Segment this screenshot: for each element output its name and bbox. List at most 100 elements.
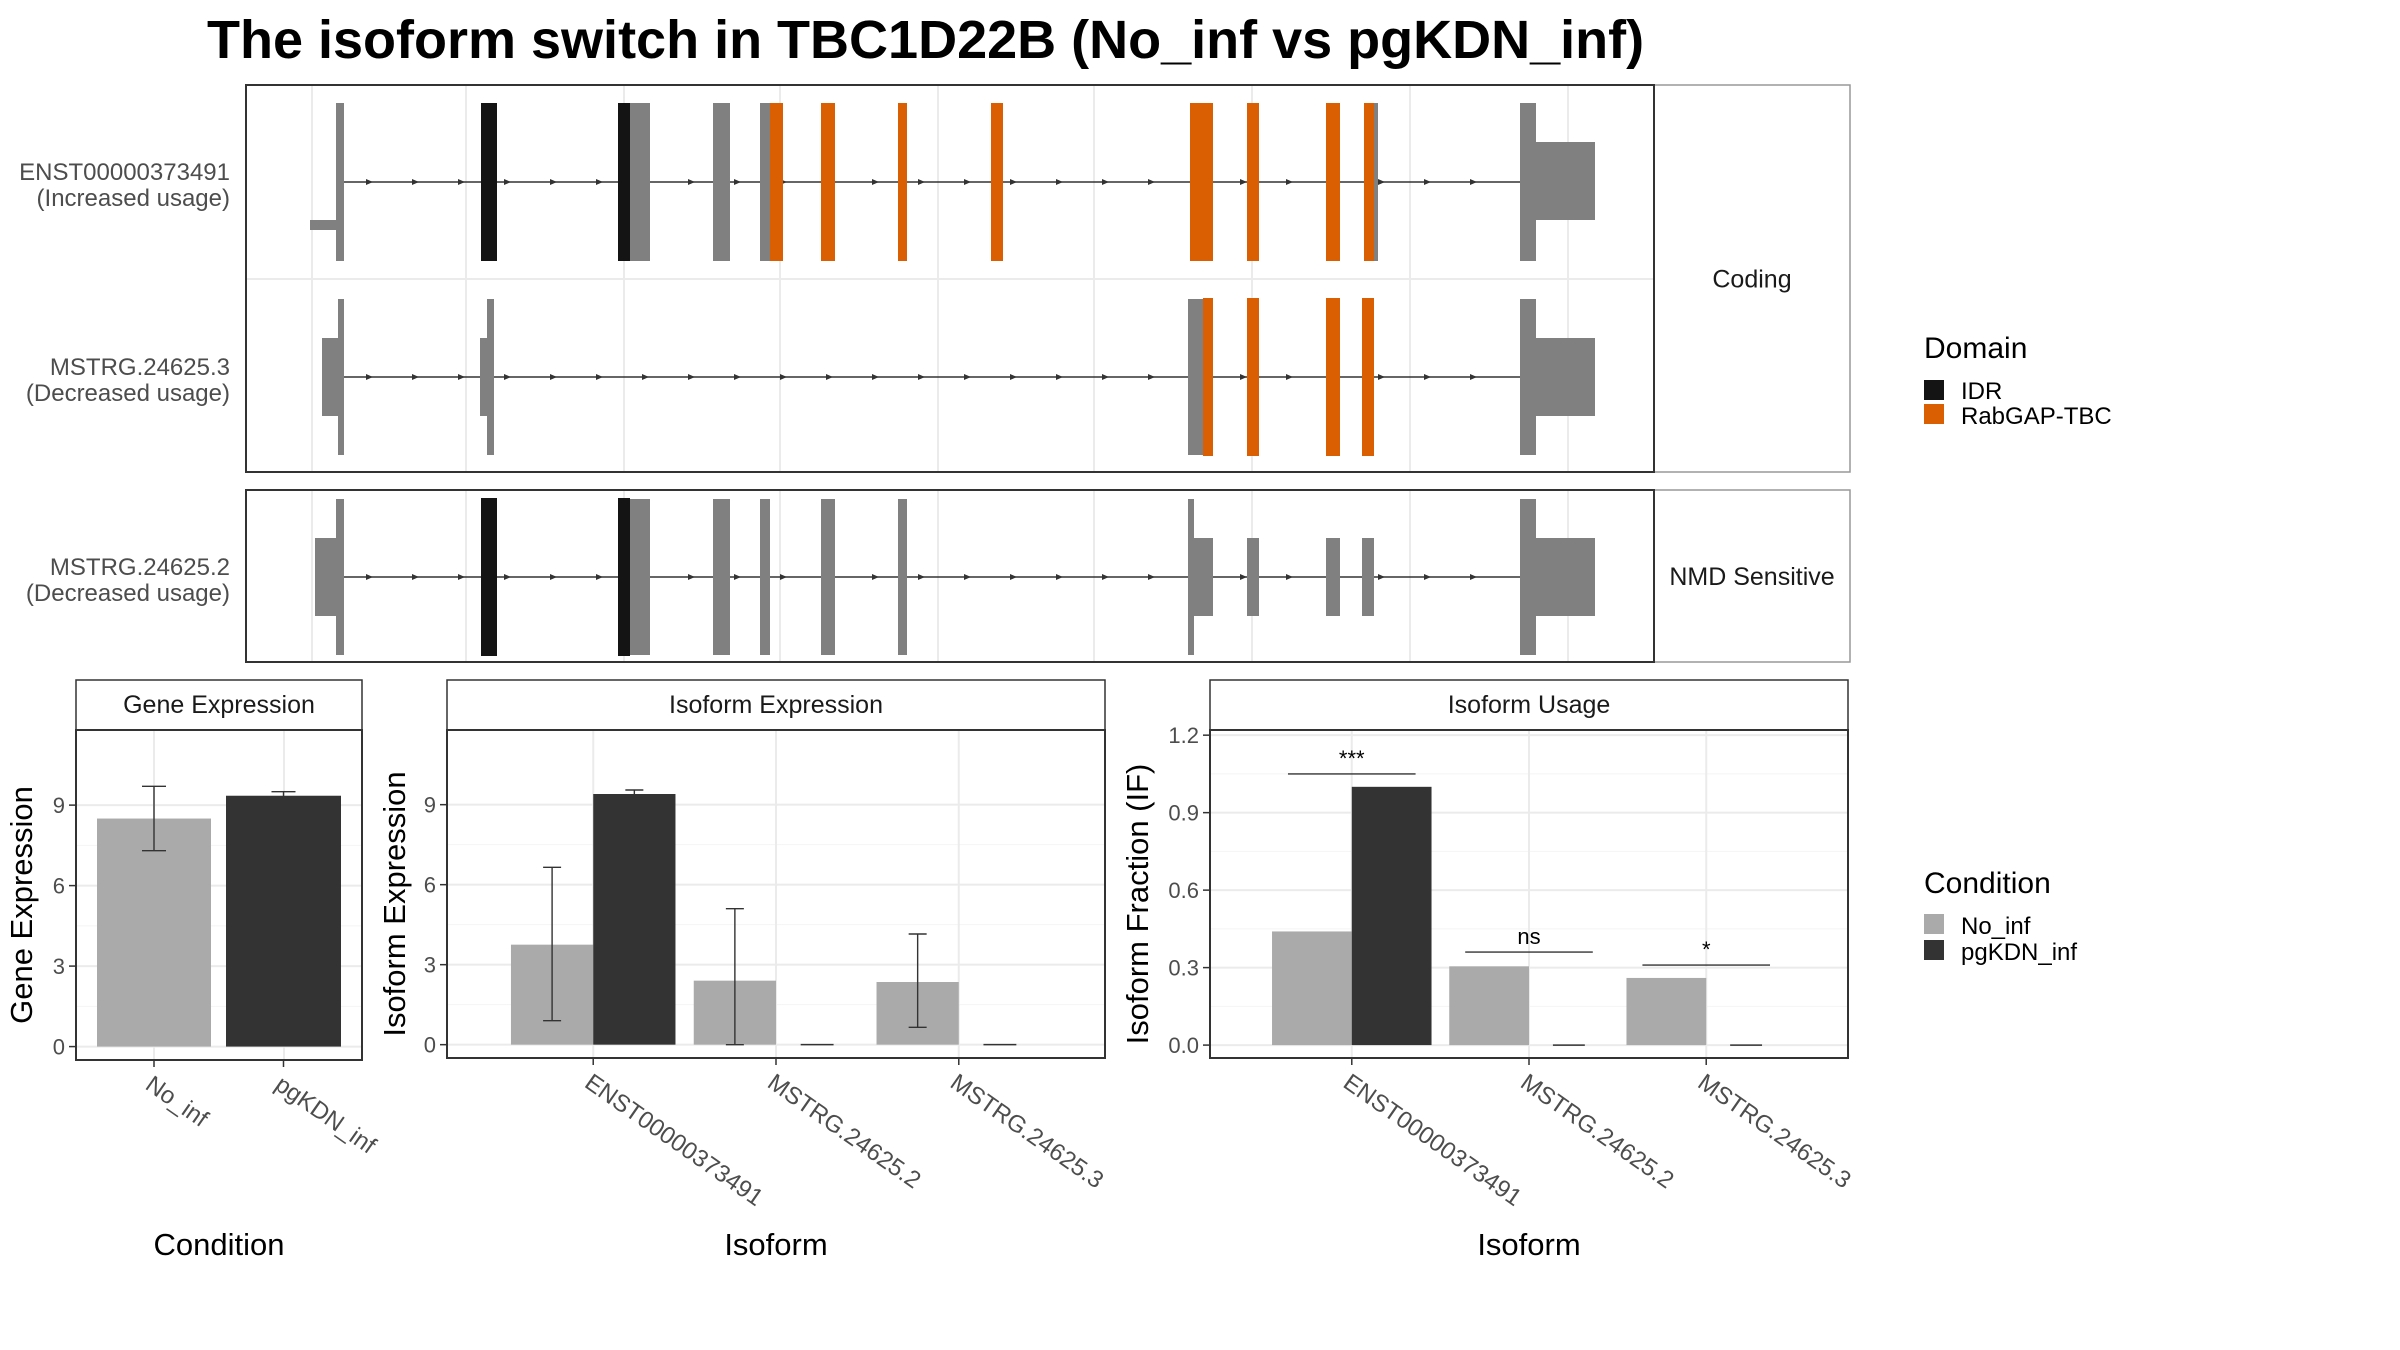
legend-key-no-inf xyxy=(1924,914,1944,934)
structure-facet: NMD Sensitive MSTRG.24625.2(Decreased usa… xyxy=(26,489,1851,663)
exon xyxy=(898,499,907,655)
intron-arrow xyxy=(734,574,741,580)
chart-title: Isoform Expression xyxy=(669,691,883,719)
intron-arrow xyxy=(872,179,879,185)
intron-arrow xyxy=(550,374,557,380)
rabgap-tbc-domain xyxy=(1203,298,1213,456)
bar xyxy=(97,818,211,1047)
x-tick-label: MSTRG.24625.3 xyxy=(1693,1069,1856,1194)
intron-arrow xyxy=(1424,574,1431,580)
intron-arrow xyxy=(1148,574,1155,580)
chart-title: Gene Expression xyxy=(123,691,315,719)
intron-arrow xyxy=(688,574,695,580)
y-tick-label: 0.3 xyxy=(1168,956,1199,981)
x-tick-label: MSTRG.24625.2 xyxy=(763,1069,926,1194)
intron-arrow xyxy=(504,179,511,185)
intron-arrow xyxy=(964,374,971,380)
exon xyxy=(1326,538,1340,616)
chart-panel: Isoform Expression0369ENST00000373491MST… xyxy=(377,679,1108,1262)
intron-arrow xyxy=(412,374,419,380)
intron-arrow xyxy=(458,374,465,380)
exon xyxy=(1362,538,1374,616)
rabgap-tbc-domain xyxy=(1362,298,1374,456)
intron-arrow xyxy=(550,574,557,580)
intron-arrow xyxy=(1470,374,1477,380)
intron-arrow xyxy=(1010,179,1017,185)
intron-arrow xyxy=(504,574,511,580)
intron-arrow xyxy=(734,179,741,185)
intron-arrow xyxy=(780,374,787,380)
x-axis-label: Condition xyxy=(154,1227,285,1262)
facet-strip-label: Coding xyxy=(1712,266,1791,294)
rabgap-tbc-domain xyxy=(1247,298,1259,456)
x-axis-label: Isoform xyxy=(724,1227,827,1262)
y-tick-label: 1.2 xyxy=(1168,723,1199,748)
y-tick-label: 0 xyxy=(53,1035,65,1060)
legend-key-idr xyxy=(1924,380,1944,400)
intron-arrow xyxy=(826,374,833,380)
intron-arrow xyxy=(596,374,603,380)
rabgap-tbc-domain xyxy=(991,103,1003,261)
exon xyxy=(315,538,340,616)
isoform-label: MSTRG.24625.3 xyxy=(50,354,230,381)
significance-label: *** xyxy=(1339,746,1365,771)
intron-arrow xyxy=(1378,179,1385,185)
intron-arrow xyxy=(1470,179,1477,185)
y-tick-label: 0.9 xyxy=(1168,801,1199,826)
intron-arrow xyxy=(1240,574,1247,580)
exon xyxy=(713,103,730,261)
exon xyxy=(1520,299,1536,455)
intron-arrow xyxy=(1056,574,1063,580)
intron-arrow xyxy=(964,574,971,580)
x-tick-label: pgKDN_inf xyxy=(270,1071,381,1160)
rabgap-tbc-domain xyxy=(898,103,907,261)
intron-arrow xyxy=(412,574,419,580)
isoform-label: ENST00000373491 xyxy=(19,159,230,186)
exon xyxy=(760,499,770,655)
y-tick-label: 6 xyxy=(53,874,65,899)
rabgap-tbc-domain xyxy=(770,103,783,261)
intron-arrow xyxy=(458,574,465,580)
intron-arrow xyxy=(918,574,925,580)
chart-panel: Isoform Usage *** ns * 0.0 0.3 0.6 0.9 1.2 ENST00… xyxy=(1120,679,1856,1262)
legend-key-pgkdn-inf xyxy=(1924,940,1944,960)
isoform-usage-label: (Increased usage) xyxy=(37,185,230,212)
intron-arrow xyxy=(596,179,603,185)
intron-arrow xyxy=(1010,374,1017,380)
expression-charts: Gene Expression 0 3 6 9 No_inf pgKDN_inf Condit… xyxy=(4,679,1856,1262)
condition-legend-title: Condition xyxy=(1924,867,2051,900)
intron-arrow xyxy=(1378,574,1385,580)
intron-arrow xyxy=(734,374,741,380)
intron-arrow xyxy=(1240,374,1247,380)
legend-label-rabgap: RabGAP-TBC xyxy=(1961,403,2112,430)
exon xyxy=(821,499,835,655)
y-axis-label: Gene Expression xyxy=(4,786,39,1024)
rabgap-tbc-domain xyxy=(1247,103,1259,261)
bar xyxy=(1449,966,1529,1046)
idr-domain xyxy=(618,498,630,656)
intron-arrow xyxy=(1102,374,1109,380)
intron-arrow xyxy=(1424,374,1431,380)
chart-strip xyxy=(75,679,363,731)
rabgap-tbc-domain xyxy=(1326,298,1340,456)
x-tick-label: MSTRG.24625.3 xyxy=(945,1069,1108,1194)
isoform-label: MSTRG.24625.2 xyxy=(50,554,230,581)
exon xyxy=(1520,499,1536,655)
intron-arrow xyxy=(1148,179,1155,185)
intron-arrow xyxy=(550,179,557,185)
exon xyxy=(1194,538,1213,616)
intron-arrow xyxy=(780,574,787,580)
bar xyxy=(1272,931,1352,1046)
bar xyxy=(1351,786,1432,1046)
legend-key-rabgap xyxy=(1924,404,1944,424)
intron-arrow xyxy=(1240,179,1247,185)
y-tick-label: 6 xyxy=(424,873,436,898)
y-tick-label: 0.0 xyxy=(1168,1033,1199,1058)
y-axis-label: Isoform Fraction (IF) xyxy=(1120,764,1155,1045)
rabgap-tbc-domain xyxy=(1326,103,1340,261)
exon xyxy=(760,103,770,261)
figure-title: The isoform switch in TBC1D22B (No_inf v… xyxy=(207,10,1644,70)
x-axis-label: Isoform xyxy=(1477,1227,1580,1262)
x-tick-label: ENST00000373491 xyxy=(1338,1069,1526,1212)
